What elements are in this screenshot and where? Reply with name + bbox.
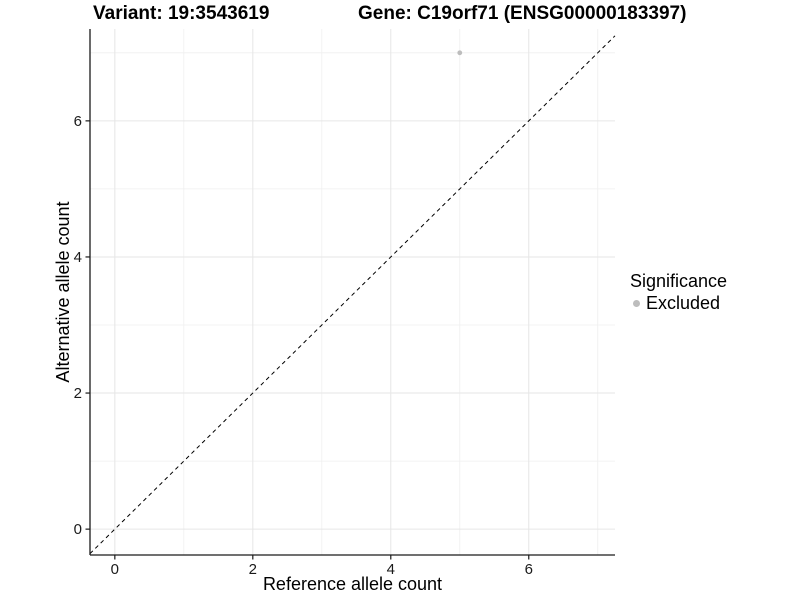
y-tick-label: 6 <box>74 113 82 130</box>
data-point <box>457 50 463 56</box>
x-tick-label: 4 <box>387 561 395 578</box>
plot-title-gene: Gene: C19orf71 (ENSG00000183397) <box>358 3 687 24</box>
x-tick-label: 0 <box>111 561 119 578</box>
y-axis-title: Alternative allele count <box>53 201 73 383</box>
y-tick-label: 0 <box>74 521 82 538</box>
x-axis-title: Reference allele count <box>262 574 443 594</box>
legend: Significance Excluded <box>630 271 727 314</box>
y-tick-label: 4 <box>74 249 82 266</box>
y-tick-label: 2 <box>74 385 82 402</box>
legend-item-excluded: Excluded <box>630 293 727 314</box>
legend-item-label: Excluded <box>646 293 721 313</box>
legend-title: Significance <box>630 271 728 291</box>
x-tick-label: 2 <box>249 561 257 578</box>
identity-dashed-line <box>89 35 616 554</box>
x-tick-label: 6 <box>525 561 533 578</box>
excluded-point-icon <box>633 300 640 307</box>
plot-title-variant: Variant: 19:3543619 <box>93 3 270 24</box>
